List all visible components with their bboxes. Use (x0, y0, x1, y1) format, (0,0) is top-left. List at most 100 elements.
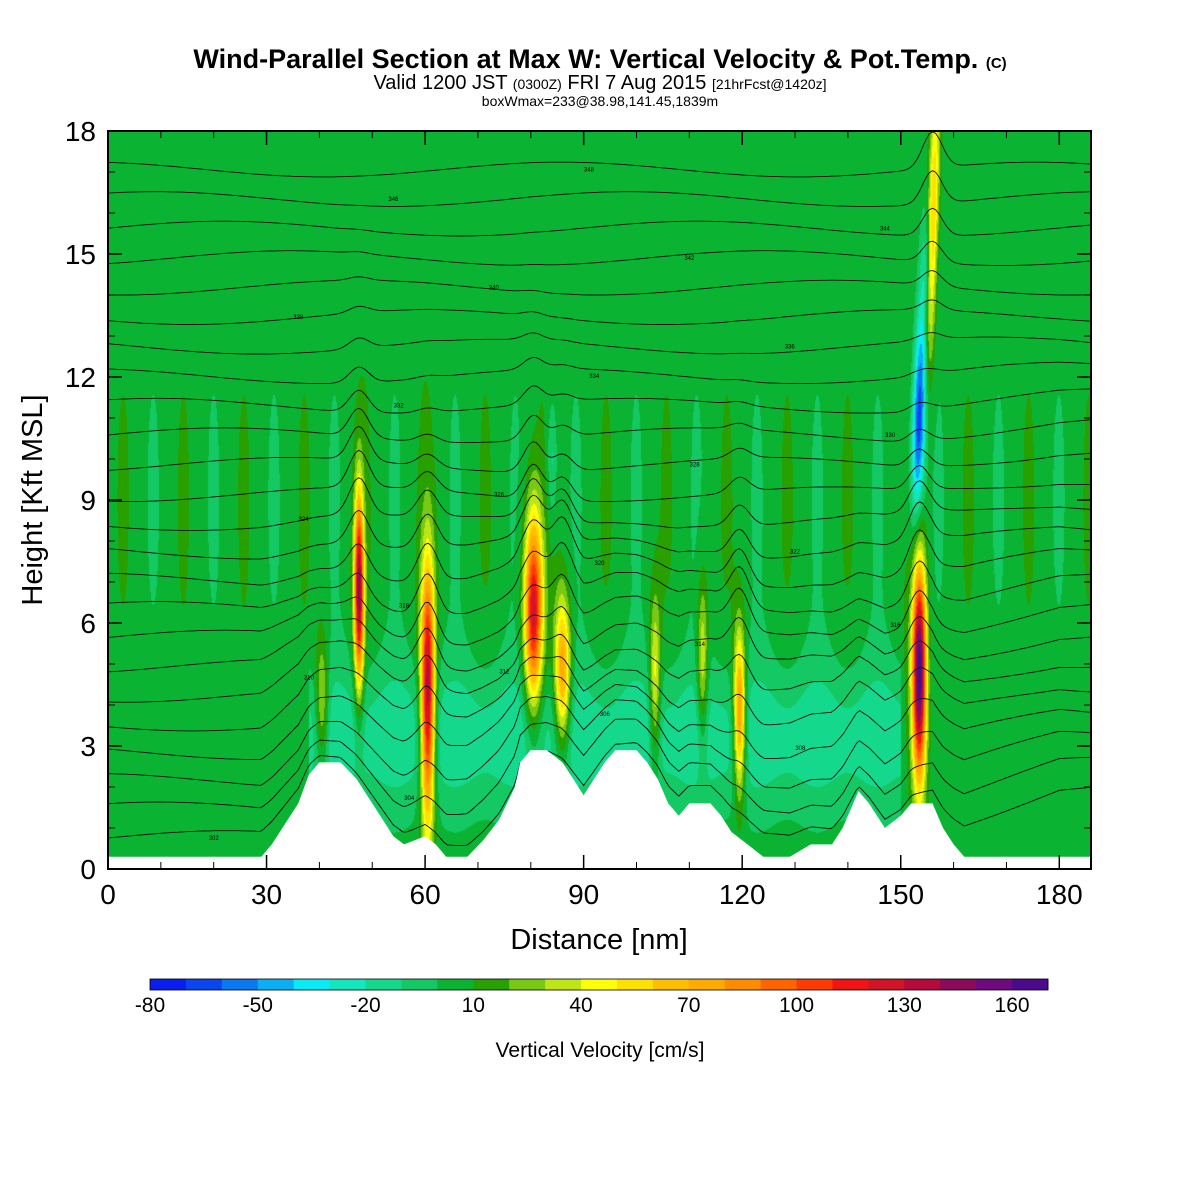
colorbar-swatch (365, 979, 402, 990)
theta-contour-6 (108, 633, 1091, 703)
y-tick-label: 9 (80, 485, 96, 516)
y-tick-label: 12 (65, 362, 96, 393)
x-tick-label: 30 (251, 879, 282, 910)
terrain-mask (108, 750, 1091, 869)
theta-contour-10 (108, 516, 1091, 589)
theta-contour-label: 302 (209, 836, 220, 842)
chart-subtitle: Valid 1200 JST (0300Z) FRI 7 Aug 2015 [2… (0, 72, 1200, 95)
theta-contour-2 (108, 718, 1091, 816)
y-tick-label: 3 (80, 731, 96, 762)
theta-contour-23 (108, 170, 1091, 207)
theta-contour-15 (108, 407, 1091, 444)
vertical-velocity-field (108, 131, 1091, 869)
colorbar-frame (149, 978, 1049, 991)
colorbar-swatch (652, 979, 690, 990)
theta-contour-14 (108, 425, 1091, 472)
colorbar-swatch (904, 979, 941, 990)
theta-contour-label: 318 (399, 604, 410, 610)
y-tick-label: 18 (65, 116, 96, 147)
y-tick-label: 6 (80, 608, 96, 639)
theta-contour-label: 326 (494, 492, 505, 498)
colorbar-swatch (940, 979, 977, 990)
theta-contour-1 (108, 742, 1091, 846)
theta-contour-18 (108, 332, 1091, 355)
x-axis-title: Distance [nm] (510, 924, 687, 956)
theta-contour-label: 340 (489, 286, 500, 292)
theta-contour-label: 338 (293, 315, 304, 321)
theta-contour-3 (108, 696, 1091, 789)
theta-contour-label: 316 (890, 623, 901, 629)
x-tick-label: 60 (410, 879, 441, 910)
y-tick-label: 0 (80, 854, 96, 885)
theta-contour-24 (108, 131, 1091, 178)
theta-contour-label: 328 (690, 463, 701, 469)
colorbar-swatch (616, 979, 654, 990)
theta-contour-7 (108, 605, 1091, 673)
x-tick-label: 180 (1036, 879, 1083, 910)
colorbar-tick-label: 70 (677, 994, 700, 1017)
copyright-flag: (C) (985, 55, 1007, 72)
x-tick-label: 90 (568, 879, 599, 910)
theta-contour-13 (108, 449, 1091, 503)
theta-contour-label: 342 (684, 256, 695, 262)
theta-contour-label: 336 (785, 345, 796, 351)
theta-contour-label: 322 (790, 549, 801, 555)
potential-temperature-contours: 302 304 306 308 310 312 314 316 318 320 322 324 326 3… (108, 131, 1091, 846)
forecast-info: [21hrFcst@1420z] (711, 76, 827, 92)
theta-contour-label: 344 (880, 227, 891, 233)
colorbar-swatch (760, 979, 797, 990)
theta-contour-label: 304 (404, 796, 415, 802)
valid-utc: (0300Z) (512, 76, 562, 92)
colorbar-swatch (581, 979, 618, 990)
x-tick-label: 120 (719, 879, 766, 910)
colorbar: -80 -50 -20 10 40 70 100 130 160 (135, 978, 1049, 1017)
theta-contour-16 (108, 385, 1091, 414)
colorbar-tick-label: 10 (462, 994, 485, 1017)
valid-time: Valid 1200 JST (373, 72, 508, 94)
colorbar-tick-label: -80 (135, 994, 165, 1017)
colorbar-tick-label: 100 (779, 994, 814, 1017)
theta-contour-11 (108, 494, 1091, 560)
colorbar-swatch (796, 979, 833, 990)
colorbar-swatch (1012, 979, 1049, 990)
colorbar-swatch (832, 979, 869, 990)
chart-title-text: Wind-Parallel Section at Max W: Vertical… (193, 44, 979, 74)
colorbar-tick-label: -20 (350, 994, 380, 1017)
colorbar-swatch (473, 979, 510, 990)
theta-contour-19 (108, 299, 1091, 325)
colorbar-title: Vertical Velocity [cm/s] (496, 1039, 705, 1062)
colorbar-swatch (257, 979, 295, 990)
colorbar-swatch (329, 979, 366, 990)
x-tick-label: 150 (877, 879, 924, 910)
theta-contour-label: 308 (795, 746, 806, 752)
theta-contour-label: 330 (885, 433, 896, 439)
theta-contour-12 (108, 477, 1091, 531)
theta-contour-label: 332 (394, 404, 405, 410)
y-tick-label: 15 (65, 239, 96, 270)
colorbar-swatch (150, 979, 187, 990)
chart-title: Wind-Parallel Section at Max W: Vertical… (0, 44, 1200, 75)
theta-contour-label: 310 (304, 675, 315, 681)
theta-contour-label: 312 (499, 669, 510, 675)
theta-contour-label: 334 (589, 374, 600, 380)
vertical-velocity-raster (108, 131, 1091, 869)
theta-contour-label: 348 (584, 168, 595, 174)
theta-contour-22 (108, 207, 1091, 237)
theta-contour-21 (108, 240, 1091, 266)
valid-date: FRI 7 Aug 2015 (567, 72, 707, 94)
colorbar-swatch (976, 979, 1013, 990)
y-axis-title: Height [Kft MSL] (17, 394, 49, 605)
colorbar-swatch (185, 979, 223, 990)
theta-contour-17 (108, 356, 1091, 385)
colorbar-swatch (724, 979, 762, 990)
colorbar-tick-label: 40 (569, 994, 592, 1017)
colorbar-swatch (221, 979, 259, 990)
x-tick-label: 0 (100, 879, 116, 910)
axes: 0 30 60 90 120 150 180 0 3 6 9 12 15 18 (65, 116, 1091, 910)
theta-contour-label: 314 (695, 642, 706, 648)
theta-contour-8 (108, 573, 1091, 646)
theta-contour-label: 324 (299, 517, 310, 523)
colorbar-swatch (401, 979, 438, 990)
colorbar-swatch (688, 979, 726, 990)
